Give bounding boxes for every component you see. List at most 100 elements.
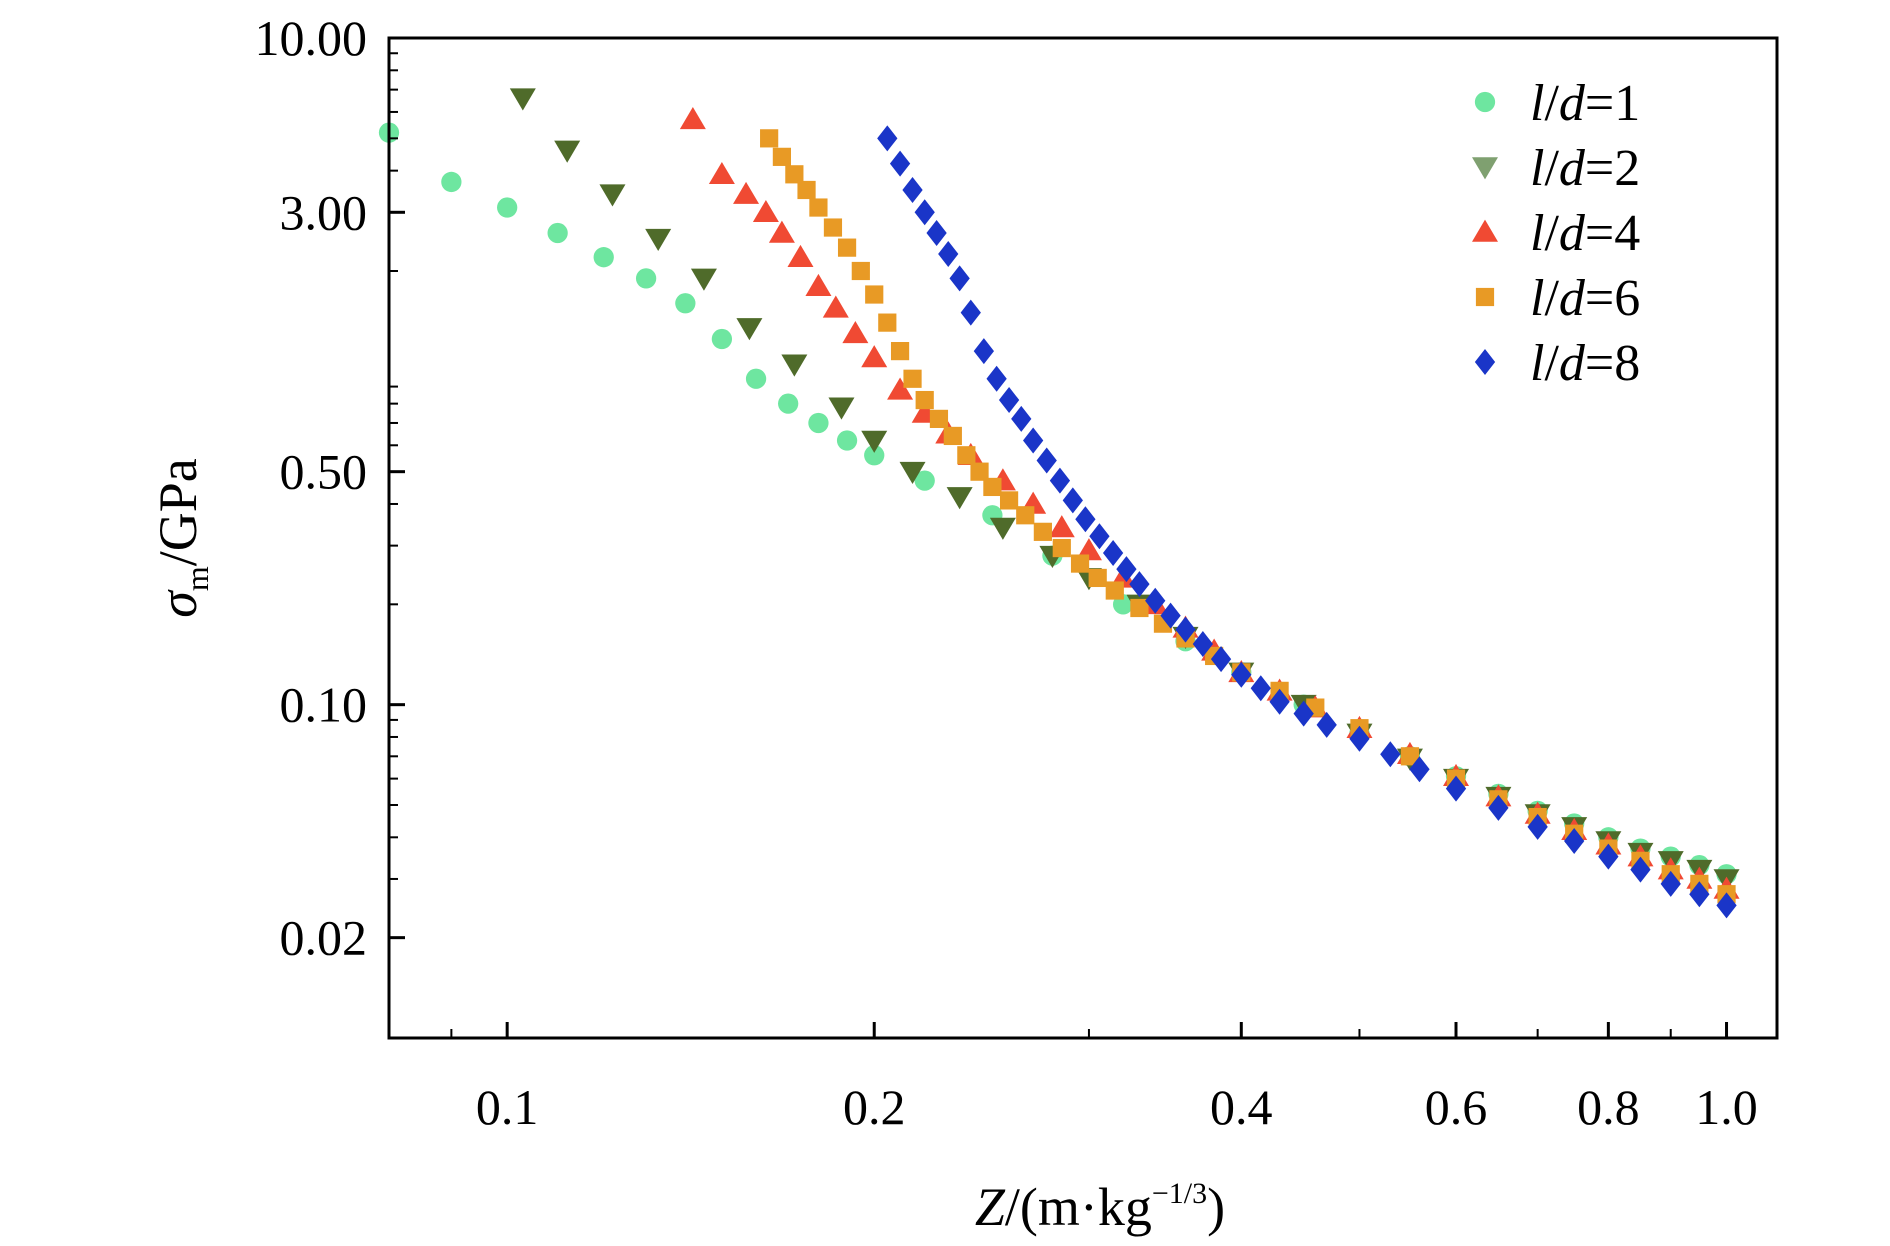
x-tick-label: 0.2: [843, 1079, 906, 1135]
y-tick-label: 10.00: [255, 10, 368, 66]
data-point: [889, 150, 911, 177]
x-tick-label: 0.4: [1210, 1079, 1273, 1135]
data-point: [1102, 540, 1124, 567]
data-point: [970, 462, 989, 481]
x-axis-exponent: −1/3: [1152, 1177, 1207, 1210]
data-point: [1062, 487, 1083, 514]
data-point: [998, 387, 1020, 414]
data-point: [785, 165, 804, 184]
legend-marker: [1474, 349, 1496, 375]
data-point: [593, 247, 614, 268]
data-point: [1048, 515, 1075, 538]
data-point: [890, 342, 910, 361]
data-point: [772, 147, 792, 166]
data-point: [708, 161, 735, 185]
data-point: [1175, 616, 1196, 643]
legend-label-part: d: [1559, 75, 1586, 132]
data-point: [878, 313, 897, 332]
data-point: [1527, 813, 1548, 840]
data-point: [768, 220, 795, 243]
data-point: [915, 390, 934, 410]
x-axis-title: Z/(m·kg−1/3): [975, 1177, 1225, 1237]
data-point: [929, 409, 949, 428]
data-point: [1445, 775, 1467, 802]
data-point: [760, 129, 779, 148]
data-point: [887, 377, 914, 400]
data-point: [926, 220, 947, 247]
legend-label-part: l: [1530, 75, 1544, 132]
x-tick-label: 0.6: [1425, 1079, 1488, 1135]
data-point: [679, 107, 706, 130]
data-point: [1033, 522, 1052, 541]
data-point: [1023, 427, 1044, 454]
data-point: [1052, 538, 1071, 558]
data-point: [986, 365, 1007, 392]
data-point: [1409, 756, 1430, 783]
x-tick-label: 1.0: [1695, 1079, 1758, 1135]
data-point: [778, 393, 799, 414]
data-point: [1316, 711, 1337, 738]
legend-marker: [1472, 157, 1498, 180]
data-point: [1660, 870, 1681, 897]
x-axis: 0.1 0.2 0.4 0.6 0.8 1.0: [450, 1022, 1758, 1135]
legend-label: l/d=1: [1530, 75, 1640, 132]
data-point: [1231, 661, 1252, 688]
data-point: [946, 487, 973, 510]
data-point: [865, 285, 884, 304]
data-point: [902, 176, 923, 203]
data-point: [797, 180, 816, 200]
data-point: [957, 446, 976, 465]
data-point: [1210, 646, 1232, 673]
data-point: [497, 197, 518, 218]
legend-label: l/d=2: [1530, 140, 1640, 197]
legend-label-part: l: [1530, 140, 1544, 197]
data-point: [1016, 506, 1035, 525]
data-point: [861, 430, 888, 453]
data-point: [635, 268, 657, 289]
y-tick-label: 0.50: [280, 444, 368, 500]
y-axis: 10.00 3.00 0.50 0.10 0.02: [255, 10, 405, 966]
data-point: [1160, 602, 1181, 629]
chart-marks: [378, 88, 1740, 919]
y-axis-unit: /GPa: [148, 458, 208, 566]
x-axis-unit-close: ): [1207, 1177, 1225, 1237]
data-point: [736, 318, 763, 341]
legend-label-part: =1: [1585, 75, 1640, 132]
y-axis-subscript: m: [179, 566, 215, 591]
data-point: [864, 445, 885, 466]
data-point: [1130, 598, 1149, 618]
data-point: [547, 222, 568, 244]
data-point: [752, 199, 779, 223]
data-point: [787, 244, 814, 267]
data-point: [837, 238, 857, 257]
data-point: [1145, 587, 1166, 614]
data-point: [808, 412, 829, 434]
data-point: [877, 125, 898, 152]
legend-label-part: d: [1559, 140, 1586, 197]
data-point: [1250, 675, 1271, 702]
data-point: [949, 265, 970, 292]
legend-marker: [1474, 91, 1496, 113]
data-point: [781, 354, 808, 377]
data-point: [1689, 881, 1710, 908]
legend-label-part: =4: [1585, 205, 1640, 262]
data-point: [599, 184, 626, 207]
legend-label: l/d=6: [1530, 270, 1640, 327]
legend-label: l/d=8: [1530, 335, 1640, 392]
y-tick-label: 3.00: [280, 184, 368, 240]
legend-marker: [1475, 287, 1495, 307]
data-point: [711, 328, 733, 350]
data-point: [809, 198, 828, 217]
data-point: [1036, 447, 1057, 474]
data-point: [1088, 568, 1107, 588]
data-point: [645, 228, 672, 252]
data-point: [1380, 741, 1401, 768]
data-point: [861, 345, 888, 368]
data-point: [822, 295, 849, 318]
legend-label-part: =6: [1585, 270, 1640, 327]
data-point: [690, 268, 717, 291]
y-tick-label: 0.10: [280, 677, 368, 733]
data-point: [836, 430, 858, 451]
legend-marker: [1472, 219, 1498, 242]
legend-label-part: /: [1544, 205, 1559, 262]
